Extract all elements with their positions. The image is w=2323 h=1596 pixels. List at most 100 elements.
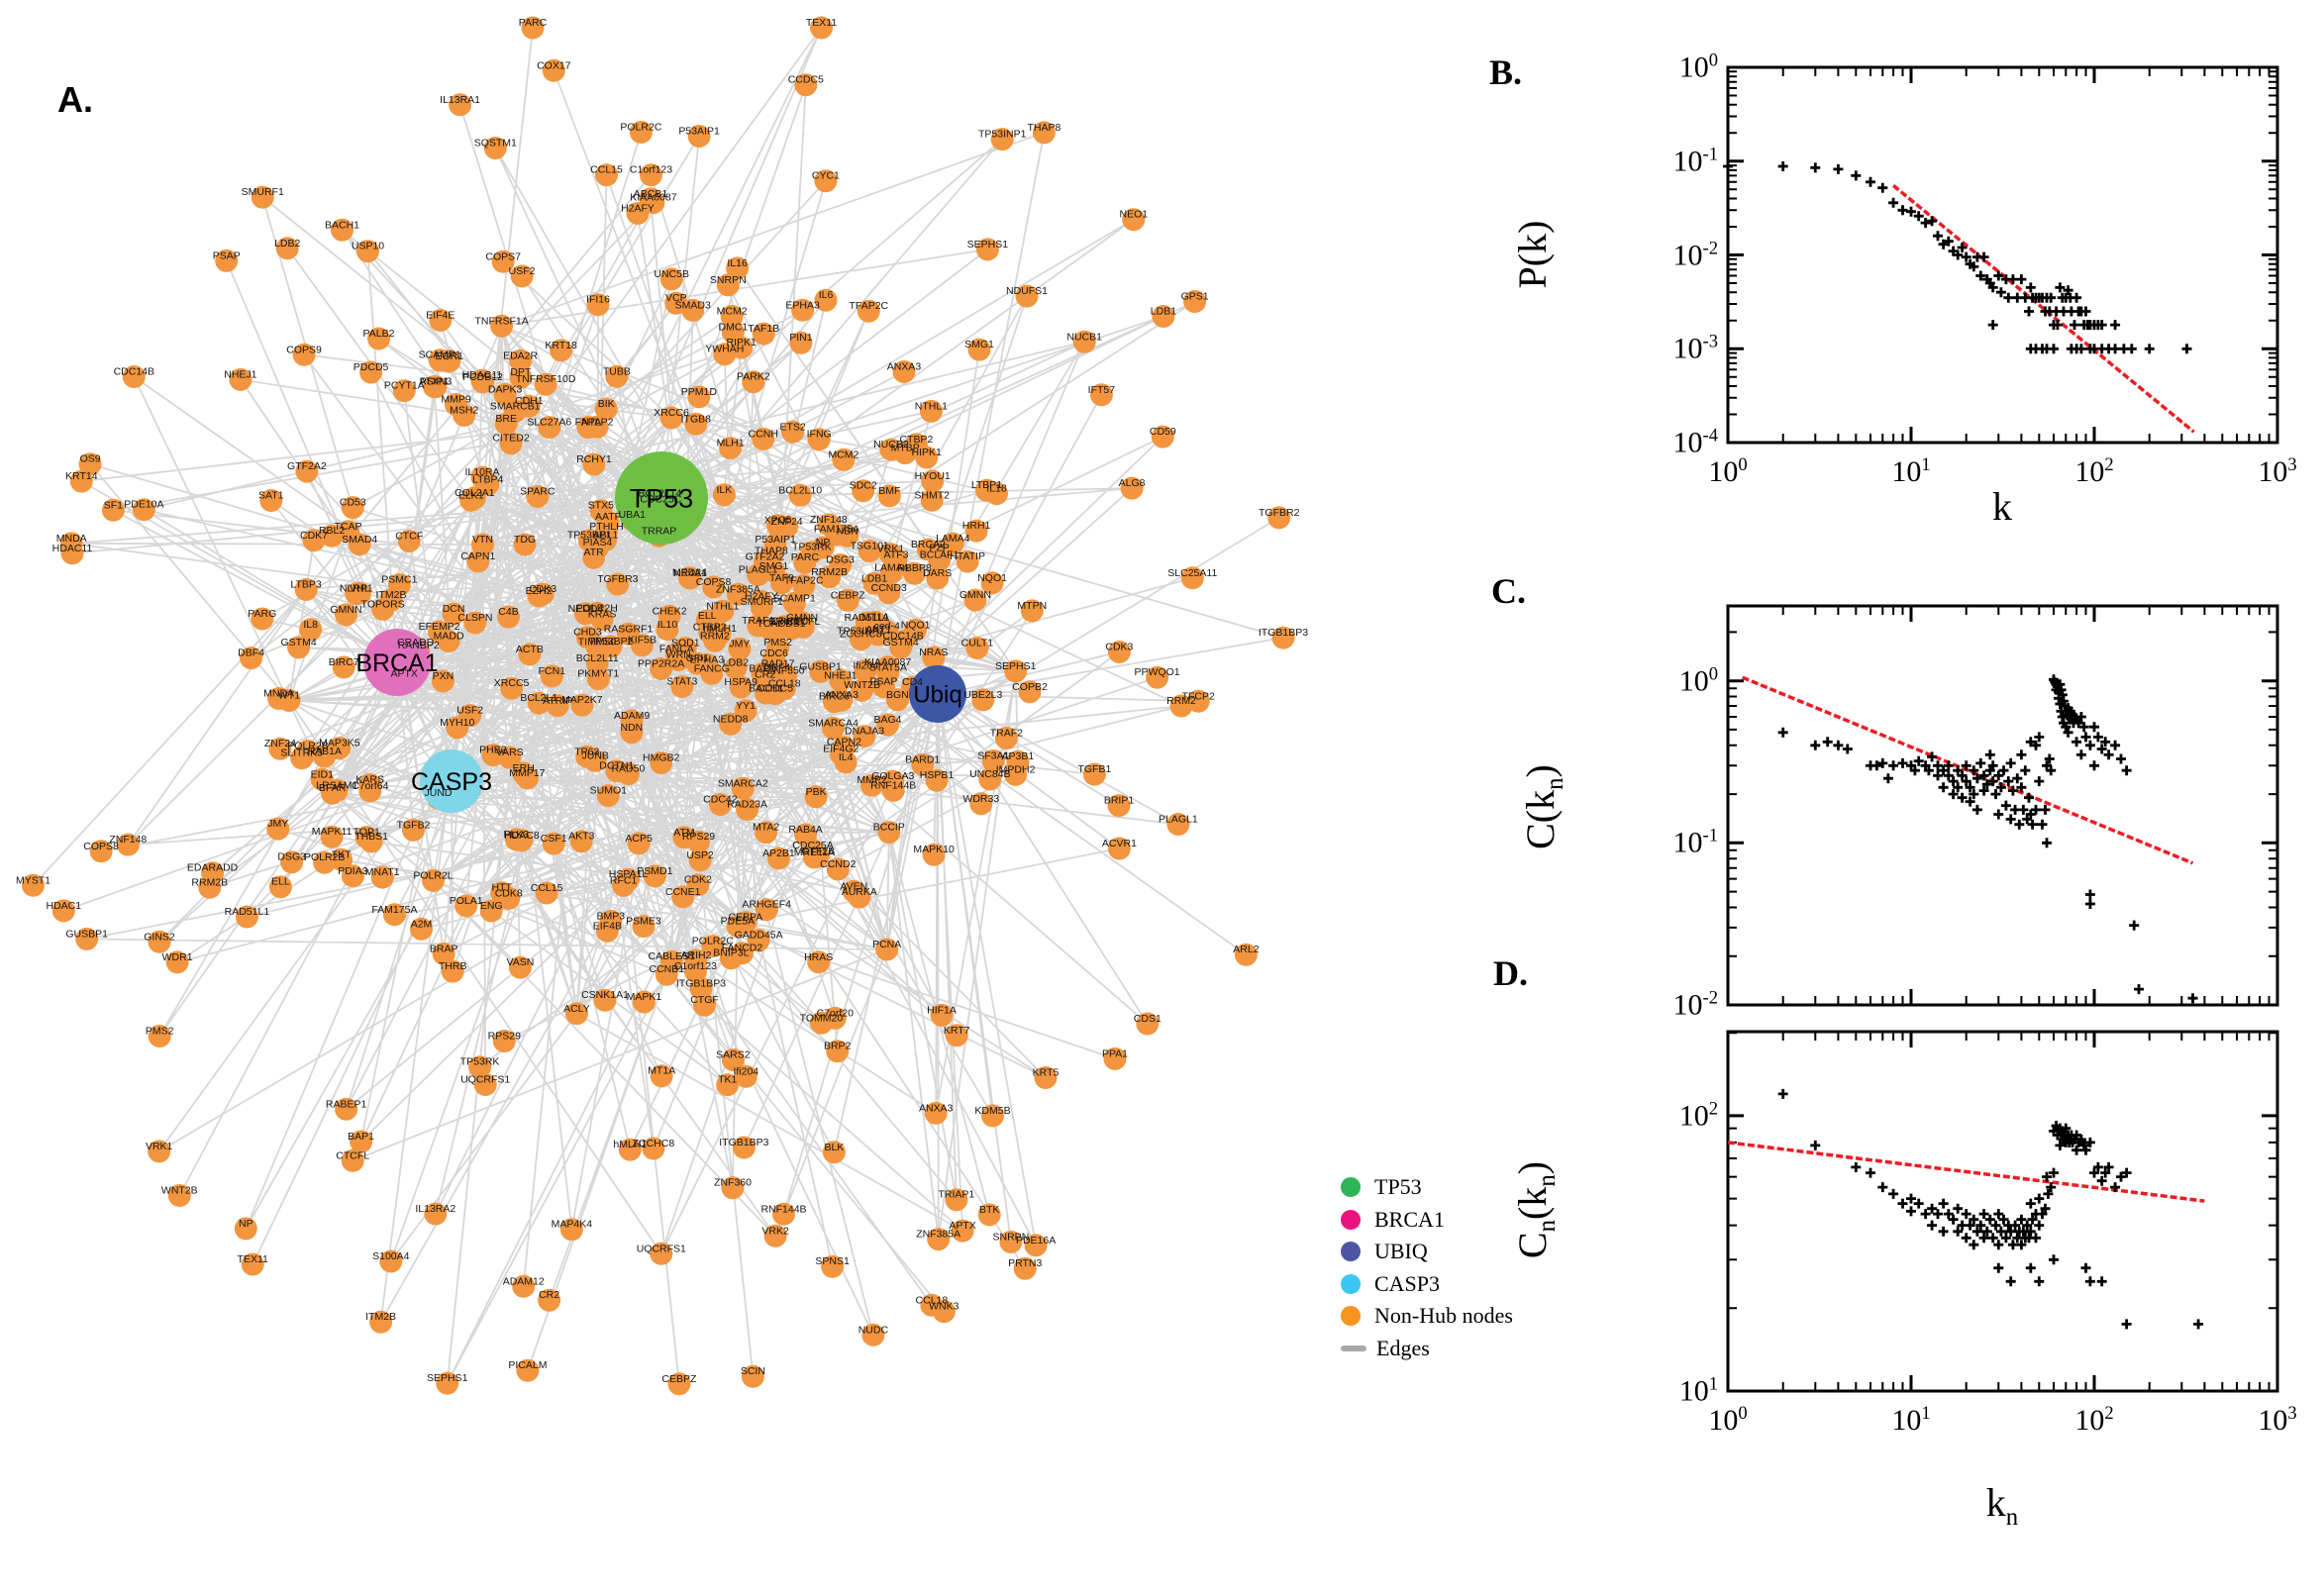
svg-text:RAD51L1: RAD51L1 — [225, 906, 270, 918]
svg-text:NHEJ1: NHEJ1 — [224, 368, 256, 380]
svg-text:ATRIP: ATRIP — [543, 695, 572, 707]
svg-text:ACLY: ACLY — [563, 1003, 590, 1015]
x-tick-label: 103 — [2258, 454, 2297, 488]
node-dot-swatch — [1341, 1306, 1361, 1327]
svg-text:BMP3: BMP3 — [597, 910, 626, 922]
svg-text:TNFRSF1A: TNFRSF1A — [474, 315, 528, 327]
svg-text:CDH1: CDH1 — [515, 395, 544, 407]
hub-nodes-layer — [363, 451, 966, 813]
svg-text:BARD1: BARD1 — [905, 753, 940, 765]
svg-text:CTCFL: CTCFL — [786, 616, 820, 628]
svg-text:SEPHS1: SEPHS1 — [427, 1372, 468, 1384]
svg-text:CDC25A: CDC25A — [792, 840, 833, 851]
svg-text:BFAR: BFAR — [319, 782, 347, 794]
svg-text:SUMO1: SUMO1 — [590, 785, 628, 797]
svg-text:ARHGEF4: ARHGEF4 — [742, 899, 791, 911]
legend-item-label: BRCA1 — [1374, 1206, 1445, 1232]
svg-text:SMURF1: SMURF1 — [242, 186, 284, 198]
svg-text:DAPK3: DAPK3 — [488, 384, 523, 396]
svg-text:UQCRFS1: UQCRFS1 — [460, 1074, 510, 1086]
x-tick-label: 100 — [1708, 454, 1748, 488]
svg-text:SLC25A11: SLC25A11 — [1167, 567, 1217, 579]
svg-text:NP: NP — [239, 1218, 253, 1230]
svg-text:PBK: PBK — [806, 786, 827, 798]
svg-text:BRIP1: BRIP1 — [1104, 795, 1135, 807]
svg-text:PZP: PZP — [929, 542, 949, 553]
svg-text:HIF1A: HIF1A — [927, 1004, 957, 1016]
svg-text:BAP1: BAP1 — [749, 663, 775, 675]
svg-text:CCDC5: CCDC5 — [758, 683, 793, 695]
node-dot-swatch — [1341, 1177, 1361, 1198]
svg-text:SNRPN: SNRPN — [993, 1231, 1030, 1243]
svg-text:CR2: CR2 — [755, 669, 775, 681]
svg-text:TP53RK: TP53RK — [460, 1056, 500, 1068]
svg-text:MMP17: MMP17 — [509, 767, 545, 779]
svg-text:PSAP: PSAP — [213, 249, 241, 261]
svg-text:PARC: PARC — [519, 17, 548, 29]
svg-text:NP: NP — [816, 537, 831, 549]
svg-text:CD4: CD4 — [902, 676, 923, 688]
svg-text:BNIP3L: BNIP3L — [713, 948, 749, 959]
svg-text:NQO1: NQO1 — [901, 619, 931, 631]
svg-text:MT1A: MT1A — [861, 611, 889, 623]
svg-text:WRN: WRN — [666, 649, 691, 661]
svg-text:IFI16: IFI16 — [586, 294, 610, 306]
svg-text:NEDD4: NEDD4 — [568, 603, 604, 615]
legend-item-non-hub-nodes: Non-Hub nodes — [1341, 1300, 1513, 1333]
svg-text:CTCFL: CTCFL — [336, 1149, 369, 1161]
svg-text:LTBP4: LTBP4 — [472, 473, 503, 485]
svg-text:HDAC1: HDAC1 — [47, 900, 82, 912]
svg-text:ZNF24: ZNF24 — [264, 738, 296, 749]
svg-text:SCAMP1: SCAMP1 — [773, 592, 816, 604]
svg-text:C1orf123: C1orf123 — [674, 960, 717, 972]
svg-text:CCL18: CCL18 — [916, 1294, 949, 1306]
svg-text:BRAP: BRAP — [430, 943, 458, 954]
legend-item-brca1: BRCA1 — [1341, 1204, 1513, 1237]
svg-text:BCL2L1: BCL2L1 — [520, 692, 557, 704]
svg-text:MYH10: MYH10 — [440, 717, 474, 729]
svg-text:MNDA: MNDA — [56, 533, 87, 545]
svg-text:MNAT1: MNAT1 — [365, 866, 400, 878]
svg-text:PICALM: PICALM — [508, 1359, 547, 1371]
svg-text:SMARCA2: SMARCA2 — [718, 777, 768, 789]
hub-node-ubiq — [909, 665, 966, 723]
svg-text:DCN: DCN — [443, 603, 465, 615]
svg-text:MMP2: MMP2 — [857, 774, 886, 786]
svg-text:AKT1: AKT1 — [865, 624, 891, 636]
non-hub-nodes-layer — [22, 16, 1295, 1396]
svg-text:UBA1: UBA1 — [619, 509, 647, 521]
svg-text:HTT: HTT — [491, 882, 512, 894]
svg-text:COPS9: COPS9 — [286, 344, 322, 355]
svg-text:ZNF350: ZNF350 — [767, 665, 805, 677]
svg-text:GINS2: GINS2 — [144, 931, 175, 943]
svg-text:CTGF: CTGF — [690, 994, 719, 1006]
legend-item-label: CASP3 — [1374, 1270, 1441, 1296]
svg-text:ACTB: ACTB — [516, 644, 544, 655]
svg-text:ZCCHC8: ZCCHC8 — [840, 629, 882, 641]
svg-text:NTHL1: NTHL1 — [915, 400, 948, 412]
svg-text:TP63: TP63 — [574, 746, 599, 757]
svg-text:AKT3: AKT3 — [568, 831, 594, 843]
svg-text:RPS29: RPS29 — [488, 1031, 521, 1043]
svg-text:NDN: NDN — [621, 722, 644, 734]
svg-text:GFI1: GFI1 — [686, 652, 709, 664]
svg-text:PDCD5: PDCD5 — [354, 361, 389, 373]
svg-text:ANXA3: ANXA3 — [919, 1102, 954, 1114]
panel-b-label: B. — [1489, 52, 1523, 92]
svg-text:PDE10A: PDE10A — [124, 499, 163, 511]
svg-text:CEBPA: CEBPA — [728, 912, 762, 924]
svg-text:AURKA: AURKA — [842, 886, 877, 898]
svg-text:ITGB1BP3: ITGB1BP3 — [1259, 627, 1308, 639]
svg-text:TOMM20: TOMM20 — [800, 1012, 844, 1024]
svg-text:CTCF: CTCF — [395, 531, 423, 543]
svg-text:LDB1: LDB1 — [1151, 306, 1176, 318]
svg-text:SMARCB1: SMARCB1 — [490, 401, 541, 413]
svg-text:ITM2B: ITM2B — [376, 589, 407, 601]
svg-text:KRAS: KRAS — [588, 609, 617, 621]
x-axis-label-b: k — [1992, 484, 2012, 529]
svg-text:THRB: THRB — [439, 960, 467, 972]
hub-label-brca1: BRCA1 — [355, 649, 438, 677]
svg-text:EPHA3: EPHA3 — [690, 653, 725, 665]
svg-text:RRM2B: RRM2B — [811, 566, 848, 578]
svg-text:RAD17: RAD17 — [761, 657, 795, 669]
